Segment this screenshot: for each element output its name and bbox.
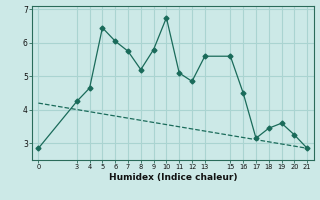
X-axis label: Humidex (Indice chaleur): Humidex (Indice chaleur) <box>108 173 237 182</box>
